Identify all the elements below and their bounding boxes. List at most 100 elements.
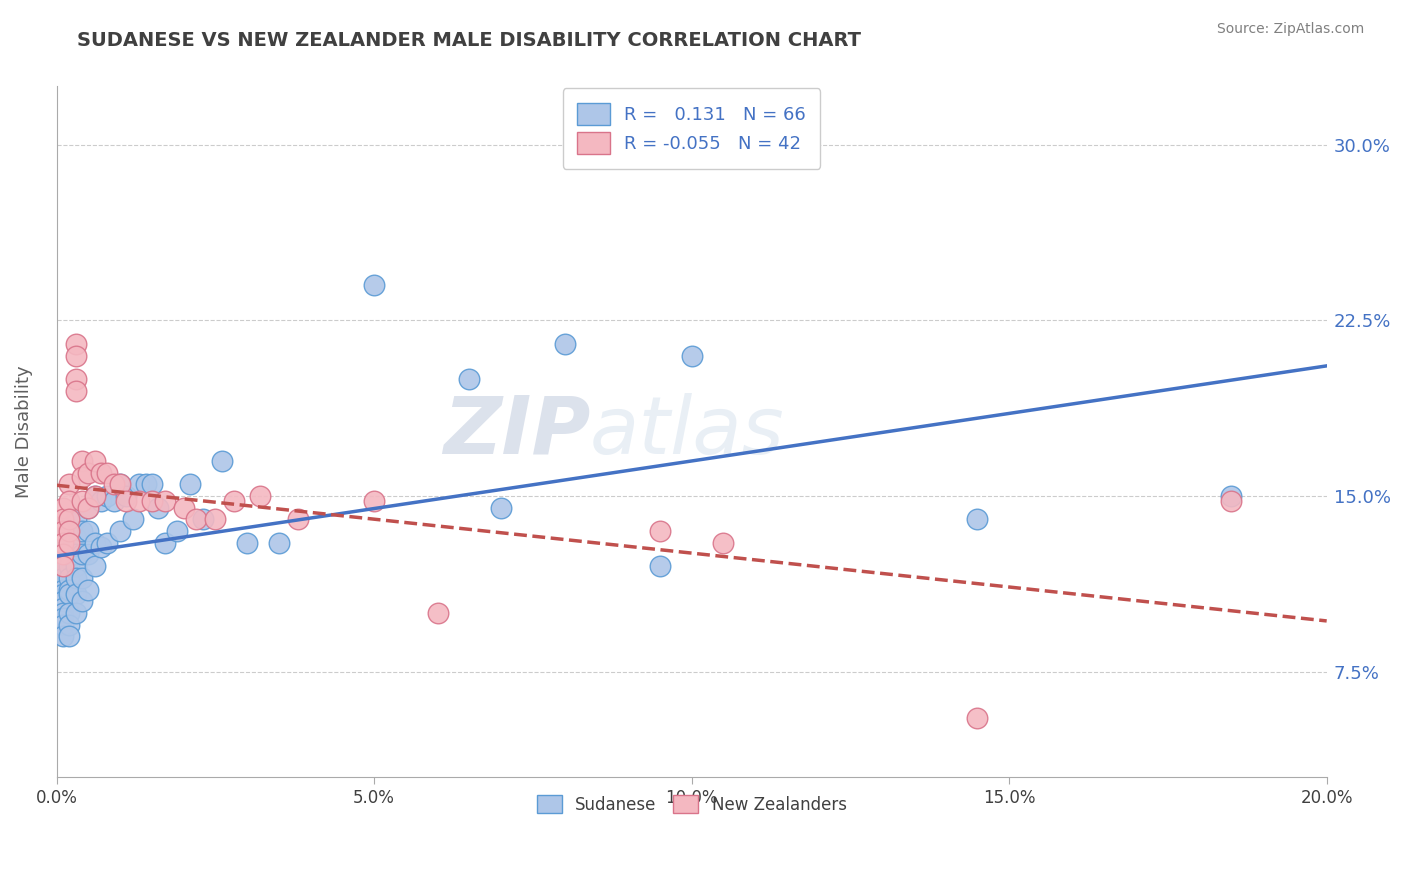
Point (128, 493, 150, 508)
Point (458, 372, 481, 386)
Point (65, 559, 87, 574)
Point (103, 477, 125, 491)
Point (58, 617, 80, 632)
Point (83, 489, 105, 503)
Point (287, 512, 309, 526)
Point (65, 349, 87, 363)
Point (70, 470, 93, 484)
Point (249, 489, 271, 503)
Point (58, 477, 80, 491)
Point (70, 493, 93, 508)
Point (108, 477, 131, 491)
Text: Source: ZipAtlas.com: Source: ZipAtlas.com (1216, 22, 1364, 37)
Point (77, 524, 100, 538)
Point (58, 493, 80, 508)
Point (96, 536, 118, 550)
Point (52, 559, 75, 574)
Point (141, 477, 163, 491)
Point (52, 617, 75, 632)
Point (58, 548, 80, 562)
Point (52, 548, 75, 562)
Point (58, 524, 80, 538)
Point (90, 541, 112, 555)
Point (426, 606, 449, 620)
Point (77, 582, 100, 597)
Point (204, 512, 226, 526)
Point (96, 466, 118, 480)
Point (52, 548, 75, 562)
Point (77, 500, 100, 515)
Point (58, 629, 80, 643)
Point (153, 536, 176, 550)
Point (52, 571, 75, 585)
Point (211, 454, 233, 468)
Point (648, 559, 671, 574)
Text: SUDANESE VS NEW ZEALANDER MALE DISABILITY CORRELATION CHART: SUDANESE VS NEW ZEALANDER MALE DISABILIT… (77, 31, 862, 50)
Point (173, 500, 195, 515)
Point (90, 466, 112, 480)
Point (103, 493, 125, 508)
Point (58, 536, 80, 550)
Point (179, 477, 201, 491)
Point (148, 500, 170, 515)
Point (52, 587, 75, 601)
Point (58, 587, 80, 601)
Point (90, 493, 112, 508)
Point (70, 548, 93, 562)
Point (58, 559, 80, 574)
Point (65, 372, 87, 386)
Point (65, 571, 87, 585)
Point (77, 466, 100, 480)
Text: atlas: atlas (591, 392, 785, 471)
Point (648, 524, 671, 538)
Text: ZIP: ZIP (443, 392, 591, 471)
Point (52, 512, 75, 526)
Point (713, 536, 735, 550)
Point (108, 477, 131, 491)
Point (65, 548, 87, 562)
Point (83, 536, 105, 550)
Point (52, 536, 75, 550)
Point (1220, 493, 1243, 508)
Point (52, 606, 75, 620)
Point (58, 571, 80, 585)
Point (52, 594, 75, 608)
Point (52, 500, 75, 515)
Point (186, 512, 208, 526)
Point (121, 512, 143, 526)
Point (489, 500, 512, 515)
Point (70, 524, 93, 538)
Point (65, 336, 87, 351)
Point (65, 606, 87, 620)
Point (166, 524, 188, 538)
Point (966, 512, 988, 526)
Point (134, 477, 156, 491)
Point (65, 512, 87, 526)
Point (52, 582, 75, 597)
Point (70, 594, 93, 608)
Point (58, 512, 80, 526)
Point (52, 524, 75, 538)
Legend: Sudanese, New Zealanders: Sudanese, New Zealanders (527, 785, 856, 824)
Point (191, 512, 214, 526)
Point (681, 349, 703, 363)
Point (115, 493, 138, 508)
Point (52, 629, 75, 643)
Point (554, 336, 576, 351)
Point (236, 536, 259, 550)
Point (128, 477, 150, 491)
Point (83, 489, 105, 503)
Point (267, 536, 290, 550)
Point (224, 493, 246, 508)
Point (1220, 489, 1243, 503)
Point (58, 536, 80, 550)
Point (65, 587, 87, 601)
Point (108, 524, 131, 538)
Point (153, 493, 176, 508)
Point (52, 601, 75, 615)
Point (363, 493, 385, 508)
Point (58, 606, 80, 620)
Point (77, 500, 100, 515)
Point (65, 384, 87, 398)
Point (65, 531, 87, 545)
